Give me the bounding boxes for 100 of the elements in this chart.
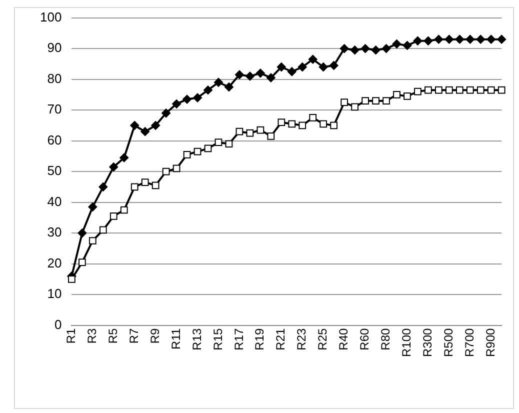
point bbox=[329, 60, 338, 70]
point bbox=[193, 93, 202, 102]
point bbox=[404, 92, 411, 100]
point bbox=[308, 54, 318, 64]
point bbox=[140, 127, 150, 136]
point bbox=[162, 168, 170, 176]
y-tick-label: 60 bbox=[47, 132, 62, 148]
point bbox=[350, 46, 360, 55]
point bbox=[466, 34, 475, 44]
point bbox=[141, 178, 149, 186]
y-tick-label: 80 bbox=[47, 70, 62, 86]
point bbox=[109, 162, 118, 172]
point bbox=[68, 276, 76, 283]
point bbox=[498, 86, 506, 94]
point bbox=[360, 44, 370, 54]
point bbox=[402, 40, 412, 50]
point bbox=[110, 212, 118, 220]
point bbox=[204, 86, 213, 95]
point bbox=[382, 97, 390, 105]
point bbox=[476, 34, 486, 44]
point bbox=[245, 72, 254, 81]
x-tick-label: R900 bbox=[483, 328, 498, 357]
x-tick-label: R25 bbox=[316, 328, 330, 350]
point bbox=[182, 94, 192, 104]
x-tick-label: R13 bbox=[190, 328, 204, 350]
x-tick-label: R300 bbox=[420, 328, 435, 357]
point bbox=[497, 34, 506, 44]
point bbox=[78, 228, 87, 238]
point bbox=[330, 122, 338, 130]
point bbox=[172, 99, 182, 108]
point bbox=[183, 150, 191, 158]
point bbox=[486, 34, 496, 44]
point bbox=[172, 164, 180, 172]
point bbox=[130, 183, 138, 191]
point bbox=[351, 103, 358, 111]
point bbox=[236, 128, 244, 136]
point bbox=[194, 148, 202, 156]
x-tick-label: R19 bbox=[252, 328, 267, 350]
point bbox=[88, 237, 96, 244]
x-tick-label: R11 bbox=[168, 328, 183, 350]
point bbox=[204, 144, 212, 152]
point bbox=[392, 39, 402, 48]
point bbox=[78, 258, 86, 266]
x-tick-label: R7 bbox=[126, 328, 141, 344]
y-tick-label: 0 bbox=[54, 316, 62, 332]
point bbox=[267, 132, 275, 140]
point bbox=[256, 126, 264, 134]
point bbox=[298, 62, 307, 72]
point bbox=[120, 153, 129, 162]
point bbox=[309, 114, 317, 122]
y-tick-label: 50 bbox=[47, 163, 62, 178]
point bbox=[288, 120, 296, 128]
point bbox=[214, 138, 222, 146]
point bbox=[130, 120, 140, 130]
y-tick-label: 30 bbox=[47, 224, 62, 240]
point bbox=[382, 44, 391, 54]
y-tick-label: 40 bbox=[47, 194, 62, 209]
point bbox=[340, 98, 348, 106]
x-tick-label: R9 bbox=[148, 328, 162, 344]
x-tick-label: R3 bbox=[84, 328, 99, 344]
y-tick-label: 20 bbox=[47, 255, 62, 270]
point bbox=[224, 82, 234, 92]
x-tick-label: R40 bbox=[336, 328, 351, 350]
point bbox=[234, 70, 244, 80]
point bbox=[152, 182, 160, 190]
point bbox=[413, 36, 422, 46]
point bbox=[151, 120, 160, 130]
point bbox=[434, 34, 444, 44]
point bbox=[372, 97, 380, 105]
point bbox=[393, 90, 400, 98]
point bbox=[435, 86, 442, 94]
point bbox=[487, 86, 495, 94]
x-tick-label: R100 bbox=[400, 328, 414, 357]
x-tick-label: R700 bbox=[462, 328, 476, 357]
point bbox=[246, 129, 254, 137]
x-tick-label: R15 bbox=[210, 328, 225, 350]
point bbox=[456, 86, 464, 94]
point bbox=[476, 86, 484, 94]
point bbox=[98, 182, 108, 192]
point bbox=[445, 86, 453, 94]
point bbox=[120, 206, 128, 214]
point bbox=[444, 34, 454, 44]
point bbox=[455, 34, 464, 44]
y-tick-label: 10 bbox=[47, 286, 62, 302]
point bbox=[320, 120, 328, 128]
x-tick-label: R1 bbox=[64, 328, 78, 344]
point bbox=[362, 97, 369, 105]
point bbox=[340, 44, 349, 54]
x-tick-label: R17 bbox=[232, 328, 246, 350]
y-tick-label: 90 bbox=[47, 40, 62, 56]
point bbox=[266, 73, 276, 82]
point bbox=[298, 122, 306, 130]
point bbox=[424, 36, 433, 46]
point bbox=[99, 226, 107, 234]
point bbox=[424, 86, 432, 94]
x-tick-label: R80 bbox=[378, 328, 393, 350]
point bbox=[88, 202, 98, 212]
point bbox=[256, 68, 265, 78]
x-tick-label: R60 bbox=[358, 328, 372, 350]
y-tick-label: 70 bbox=[47, 102, 62, 117]
